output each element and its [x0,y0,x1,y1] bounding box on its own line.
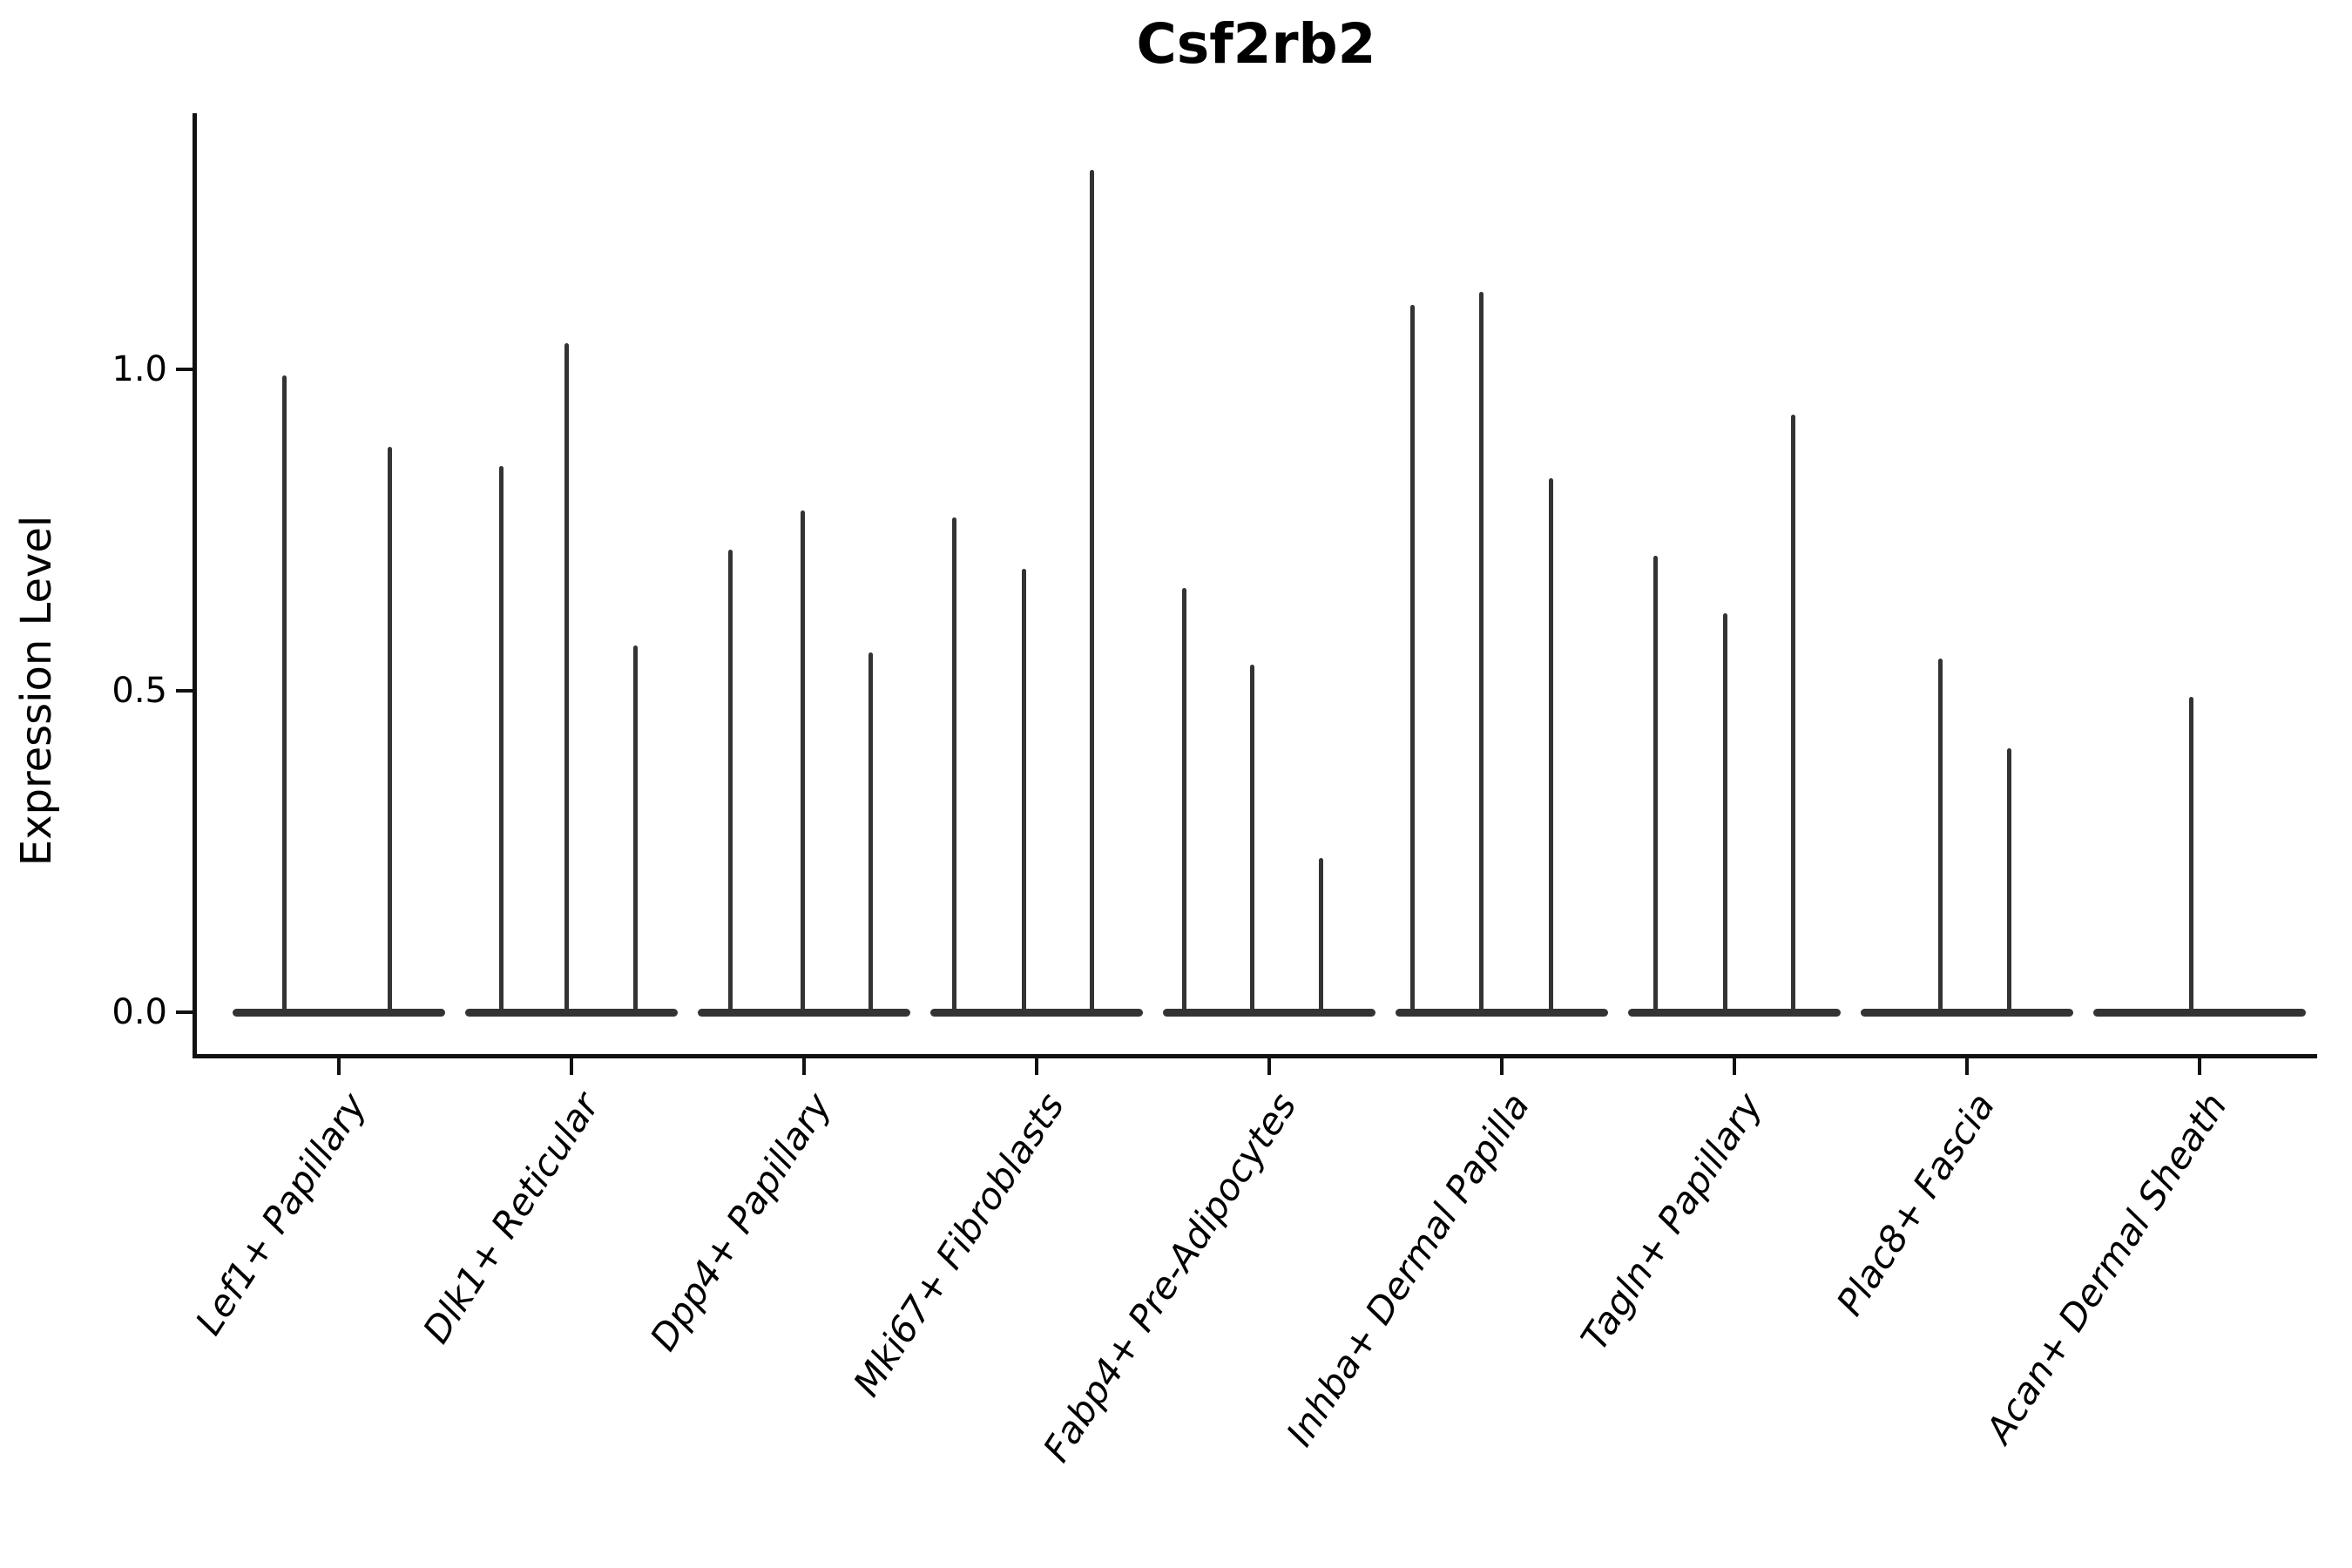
y-axis-spine [193,113,197,1058]
y-tick-mark [176,689,193,693]
violin-base [1861,1008,2073,1017]
violin-spike [1249,665,1254,1012]
x-tick-mark [1267,1058,1271,1075]
y-tick-label: 0.5 [112,671,167,711]
violin-spike [1478,292,1484,1012]
x-tick-mark [1733,1058,1736,1075]
x-tick-mark [802,1058,806,1075]
x-tick-mark [570,1058,573,1075]
x-tick-label: Mki67+ Fibroblasts [844,1085,1073,1404]
violin-base [1628,1008,1841,1017]
violin-spike [1181,587,1186,1012]
violin-spike [800,510,805,1012]
violin-spike [2188,697,2193,1012]
violin-spike [1548,478,1553,1012]
x-tick-mark [337,1058,341,1075]
x-tick-label: Tagln+ Papillary [1572,1085,1771,1358]
violin-spike [1790,414,1795,1012]
y-tick-mark [176,1010,193,1014]
violin-spike [564,343,569,1012]
x-tick-mark [2198,1058,2201,1075]
violin-spike [1652,556,1658,1012]
y-tick-label: 0.0 [112,992,167,1032]
y-tick-mark [176,368,193,371]
violin-base [465,1008,678,1017]
violin-spike [2006,748,2011,1012]
violin-base [1396,1008,1608,1017]
violin-spike [1937,659,1943,1012]
x-tick-mark [1500,1058,1504,1075]
x-tick-mark [1965,1058,1969,1075]
x-tick-label: Acan+ Dermal Sheath [1977,1085,2236,1451]
violin-spike [1089,170,1094,1012]
x-tick-label: Plac8+ Fascia [1828,1085,2004,1323]
violin-base [930,1008,1143,1017]
x-tick-label: Dlk1+ Reticular [414,1085,608,1351]
violin-spike [727,549,733,1012]
x-axis-spine [193,1054,2317,1058]
x-tick-label: Dpp4+ Papillary [641,1085,841,1359]
violin-spike [868,652,873,1012]
violin-spike [1409,305,1415,1012]
violin-spike [951,517,956,1012]
x-tick-label: Inhba+ Dermal Papilla [1277,1085,1538,1454]
violin-base [233,1008,445,1017]
x-tick-mark [1035,1058,1038,1075]
violin-spike [1021,568,1026,1012]
violin-spike [1722,613,1727,1012]
violin-spike [387,446,392,1012]
x-tick-label: Lef1+ Papillary [186,1085,375,1342]
violin-spike [1318,857,1323,1012]
violin-base [2093,1008,2306,1017]
violin-spike [498,465,504,1012]
y-axis-label: Expression Level [12,515,61,867]
chart-title: Csf2rb2 [1136,12,1376,76]
y-tick-label: 1.0 [112,349,167,389]
violin-base [1163,1008,1375,1017]
x-tick-label: Fabp4+ Pre-Adipocytes [1035,1085,1306,1470]
violin-spike [281,375,287,1012]
violin-base [698,1008,910,1017]
violin-spike [632,645,638,1012]
